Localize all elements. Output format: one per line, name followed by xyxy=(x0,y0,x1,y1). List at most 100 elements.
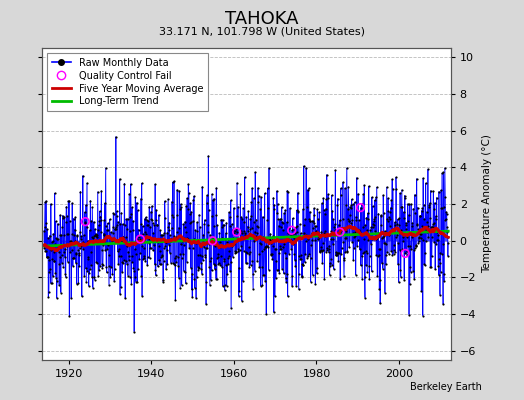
Point xyxy=(333,250,341,256)
Point xyxy=(204,229,212,235)
Point xyxy=(419,236,428,243)
Point xyxy=(233,229,241,235)
Point xyxy=(389,186,397,192)
Point xyxy=(390,222,399,228)
Point xyxy=(111,265,119,272)
Point xyxy=(234,204,242,210)
Point xyxy=(209,235,217,242)
Point xyxy=(159,278,167,285)
Point xyxy=(110,210,118,216)
Point xyxy=(352,272,360,278)
Point xyxy=(129,241,138,247)
Point xyxy=(351,233,359,239)
Point xyxy=(269,243,277,249)
Point xyxy=(163,261,172,268)
Point xyxy=(183,206,192,212)
Point xyxy=(111,225,119,232)
Point xyxy=(44,234,52,241)
Point xyxy=(304,216,313,222)
Point xyxy=(321,232,330,239)
Point xyxy=(265,266,273,273)
Point xyxy=(45,288,53,295)
Point xyxy=(90,276,99,283)
Point xyxy=(410,244,419,251)
Point xyxy=(245,250,253,257)
Point xyxy=(185,220,194,226)
Point xyxy=(45,269,53,275)
Point xyxy=(58,260,66,266)
Point xyxy=(179,237,187,243)
Point xyxy=(416,212,424,219)
Point xyxy=(61,271,70,278)
Point xyxy=(279,220,287,226)
Point xyxy=(191,285,199,291)
Point xyxy=(53,220,62,227)
Point xyxy=(88,274,96,280)
Point xyxy=(404,218,412,224)
Point xyxy=(305,208,314,215)
Point xyxy=(284,230,292,236)
Point xyxy=(366,227,375,234)
Point xyxy=(136,236,145,242)
Point xyxy=(219,283,227,290)
Point xyxy=(415,234,423,240)
Point xyxy=(210,195,218,202)
Point xyxy=(102,269,111,276)
Point xyxy=(350,245,358,251)
Point xyxy=(156,247,164,254)
Point xyxy=(233,180,241,186)
Point xyxy=(293,222,301,229)
Point xyxy=(362,214,370,221)
Point xyxy=(347,202,355,208)
Point xyxy=(289,231,297,237)
Point xyxy=(129,218,137,224)
Point xyxy=(440,277,449,284)
Point xyxy=(205,241,213,247)
Point xyxy=(262,310,270,317)
Point xyxy=(339,216,347,223)
Point xyxy=(417,235,425,241)
Point xyxy=(136,221,145,227)
Point xyxy=(182,203,190,209)
Point xyxy=(397,204,406,211)
Point xyxy=(271,245,279,252)
Point xyxy=(209,238,217,244)
Point xyxy=(180,267,188,274)
Point xyxy=(406,281,414,287)
Point xyxy=(261,243,270,249)
Point xyxy=(365,263,373,270)
Point xyxy=(138,243,147,250)
Point xyxy=(50,258,59,264)
Point xyxy=(98,261,106,267)
Point xyxy=(170,261,179,268)
Point xyxy=(204,207,213,213)
Point xyxy=(349,257,357,263)
Point xyxy=(178,238,187,244)
Point xyxy=(308,230,316,236)
Point xyxy=(227,259,236,265)
Point xyxy=(279,244,287,251)
Point xyxy=(293,208,302,215)
Point xyxy=(58,212,67,219)
Point xyxy=(410,246,418,253)
Point xyxy=(82,202,90,208)
Point xyxy=(75,245,84,251)
Point xyxy=(85,238,93,245)
Point xyxy=(431,266,439,272)
Point xyxy=(152,217,161,223)
Point xyxy=(96,228,105,235)
Point xyxy=(41,248,50,254)
Point xyxy=(44,294,52,300)
Point xyxy=(359,191,367,197)
Point xyxy=(363,269,372,276)
Point xyxy=(54,236,62,242)
Point xyxy=(339,179,347,186)
Point xyxy=(391,234,400,240)
Point xyxy=(205,264,214,270)
Point xyxy=(418,205,427,212)
Point xyxy=(255,250,263,257)
Point xyxy=(402,219,410,226)
Point xyxy=(359,236,368,242)
Point xyxy=(146,255,154,262)
Point xyxy=(99,242,107,248)
